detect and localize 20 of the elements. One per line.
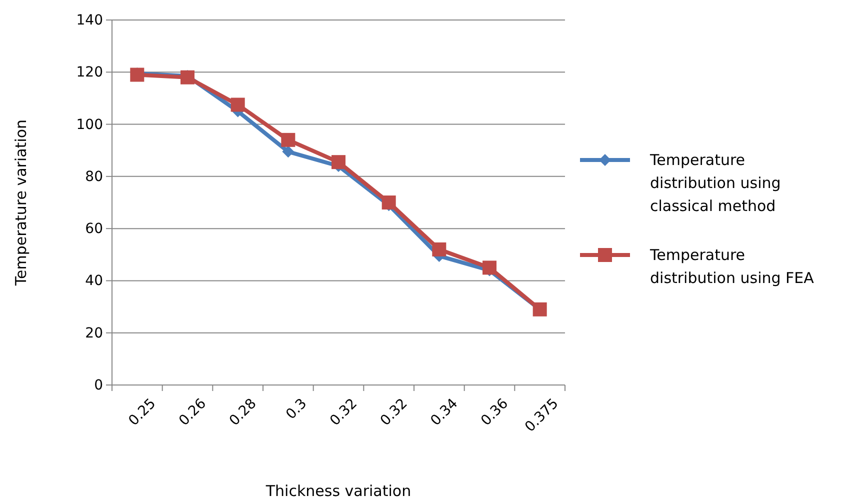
point [130, 68, 144, 82]
y-tick-label: 100 [76, 116, 103, 133]
point [282, 146, 294, 158]
y-tick-label: 140 [76, 12, 103, 28]
y-axis-title: Temperature variation [12, 119, 30, 287]
x-axis-title: Thickness variation [264, 482, 412, 500]
point [281, 132, 296, 147]
point [382, 196, 396, 210]
legend-label: Temperature distribution using FEA [649, 246, 815, 287]
y-tick-label: 60 [85, 221, 103, 238]
x-tick-label: 0.3 [283, 396, 310, 423]
y-tick-label: 80 [85, 168, 103, 185]
y-tick-label: 0 [94, 377, 103, 394]
y-tick-label: 20 [85, 325, 103, 342]
y-tick-label: 120 [76, 64, 103, 81]
point [432, 242, 446, 256]
legend-label: Temperature distribution using classical method [649, 151, 781, 215]
y-tick-label: 40 [85, 273, 103, 290]
point [482, 260, 496, 275]
point [230, 98, 245, 112]
